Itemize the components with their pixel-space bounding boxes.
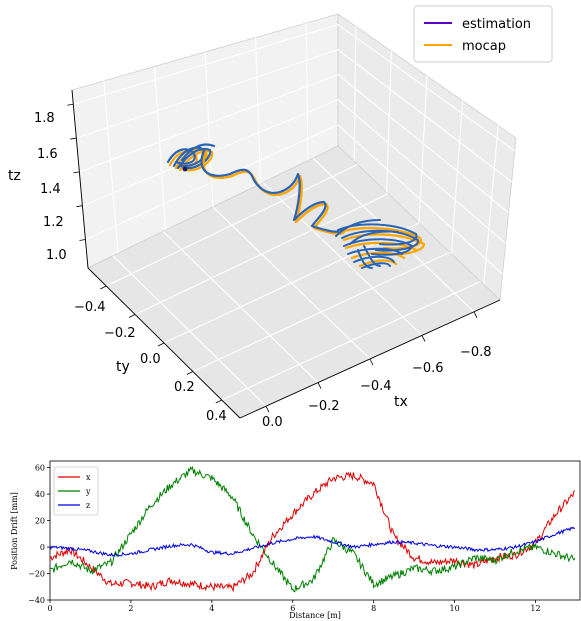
y-tick-label: −0.2 <box>104 326 136 341</box>
y-tick-labels: −0.4 −0.2 0.0 0.2 0.4 <box>74 300 227 424</box>
x-tick-label: −0.6 <box>412 361 444 376</box>
grid-lines <box>73 23 516 407</box>
legend-label-mocap: mocap <box>462 39 506 54</box>
series-line-z <box>49 526 576 557</box>
grid-line <box>212 206 371 360</box>
x-tick <box>473 311 478 318</box>
grid-line <box>254 37 262 184</box>
y-tick-label: −0.4 <box>74 300 106 315</box>
x-tick <box>421 335 426 342</box>
plot-frame <box>49 460 581 601</box>
legend-label-z: z <box>86 501 90 510</box>
x-tick-labels: −0.8 −0.6 −0.4 −0.2 0.0 <box>262 345 492 430</box>
z-tick-label: 1.4 <box>40 182 61 197</box>
x-axis-label: Distance [m] <box>289 611 341 620</box>
z-tick-label: 1.0 <box>46 248 67 263</box>
grid-line <box>85 124 503 275</box>
y-axis-label: ty <box>116 359 130 375</box>
grid-line <box>82 99 506 244</box>
x-tick-label: 6 <box>290 604 295 613</box>
series-line-x <box>49 471 576 593</box>
x-tick-label: −0.2 <box>308 399 340 414</box>
grid-line <box>73 23 516 152</box>
y-tick <box>157 342 165 347</box>
grid-line <box>386 51 392 193</box>
y-tick-marks: 60 40 20 0 −20 −40 <box>28 464 50 605</box>
grid-line <box>418 75 428 224</box>
z-tick <box>67 103 74 106</box>
x-tick-label: 2 <box>128 604 133 613</box>
grid-line <box>262 182 423 336</box>
x-tick <box>317 382 322 389</box>
legend-2d: x y z <box>53 466 99 516</box>
legend-label-estimation: estimation <box>462 17 531 32</box>
x-tick-label: 4 <box>209 604 214 613</box>
z-tick <box>76 205 83 208</box>
y-tick-label: 0 <box>40 543 45 552</box>
x-tick-label: 12 <box>530 604 540 613</box>
x-tick-label: 10 <box>449 604 459 613</box>
y-tick <box>100 285 107 290</box>
z-tick-label: 1.8 <box>34 111 55 126</box>
x-tick-label: −0.4 <box>360 379 392 394</box>
grid-line <box>79 74 509 213</box>
x-tick <box>265 406 270 413</box>
z-axis-line <box>71 89 89 269</box>
trajectory-mocap-right <box>338 226 426 268</box>
x-tick <box>369 358 374 366</box>
grid-line <box>204 51 214 208</box>
position-drift-chart: 0 2 4 6 8 10 12 60 40 20 0 −20 −40 Distance [m] Pos… <box>10 460 581 620</box>
grid-line <box>305 23 309 161</box>
x-tick-label: −0.8 <box>460 345 492 360</box>
z-axis-label: tz <box>8 168 21 184</box>
trajectory <box>166 143 426 269</box>
y-axis-label: Position Drift [mm] <box>10 492 19 570</box>
y-tick-label: −20 <box>28 570 45 579</box>
y-tick-label: 20 <box>35 517 45 526</box>
x-axis-label: tx <box>394 394 408 410</box>
y-tick-label: −40 <box>28 596 45 605</box>
z-tick-labels: 1.8 1.6 1.4 1.2 1.0 <box>34 111 67 263</box>
z-tick-label: 1.2 <box>43 215 64 230</box>
z-tick <box>79 239 86 241</box>
x-tick-label: 0.0 <box>262 415 283 430</box>
z-tick <box>73 171 80 174</box>
y-tick <box>186 371 194 375</box>
y-tick-label: 40 <box>35 490 45 499</box>
series-line-y <box>49 465 576 593</box>
legend-3d: estimation mocap <box>413 5 553 63</box>
y-tick-label: 60 <box>35 464 45 473</box>
trajectory-estimation-right <box>335 219 419 269</box>
z-tick <box>70 137 77 140</box>
grid-line <box>483 125 499 285</box>
y-tick-label: 0.2 <box>174 380 195 395</box>
grid-line <box>450 100 464 254</box>
tick-marks <box>67 103 478 413</box>
legend-label-x: x <box>86 473 91 482</box>
x-tick-label: 0 <box>47 604 52 613</box>
y-tick-label: 0.4 <box>206 409 227 424</box>
grid-line <box>162 231 319 383</box>
y-tick <box>128 314 136 318</box>
grid-line <box>353 26 357 162</box>
trajectory-estimation-zigzag <box>200 148 344 233</box>
x-tick-label: 8 <box>371 604 376 613</box>
grid-line <box>112 255 267 407</box>
grid-line <box>153 66 167 231</box>
y-tick-label: 0.0 <box>140 352 161 367</box>
legend-box <box>413 5 553 63</box>
y-tick <box>215 399 222 404</box>
x-tick-marks: 0 2 4 6 8 10 12 <box>47 600 541 613</box>
plot-area <box>49 465 576 593</box>
grid-line <box>103 80 119 254</box>
3d-trajectory-chart: 1.8 1.6 1.4 1.2 1.0 tz −0.4 −0.2 0.0 0.2… <box>8 5 553 430</box>
trajectory-mocap-zigzag <box>202 150 346 235</box>
grid-line <box>76 49 513 183</box>
z-tick-label: 1.6 <box>37 147 58 162</box>
legend-label-y: y <box>85 487 91 496</box>
